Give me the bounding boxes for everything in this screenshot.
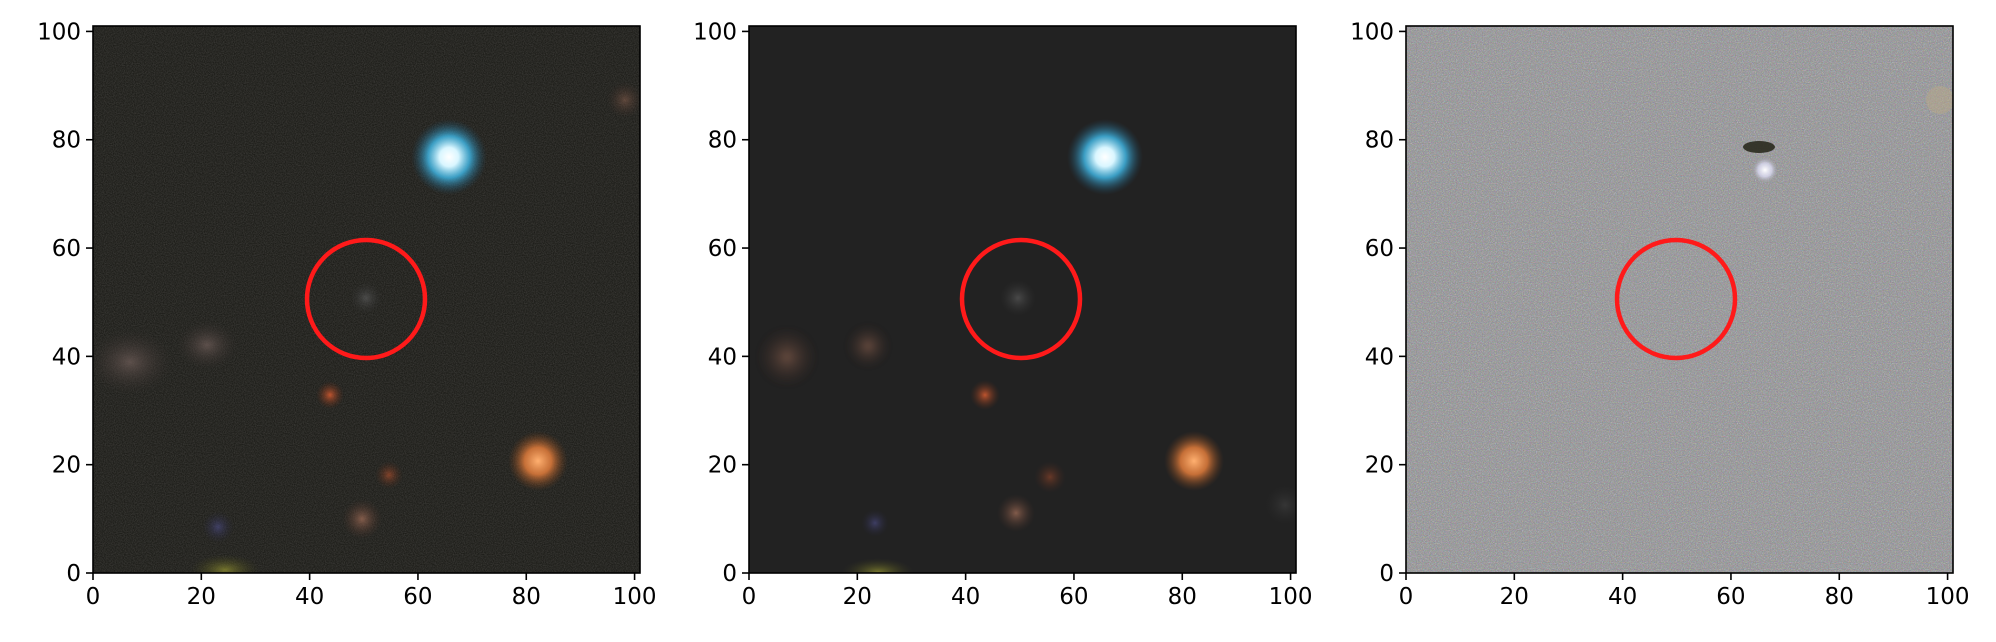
model-image-ytick-label: 80: [708, 128, 737, 154]
yellow-source-bottom: [190, 554, 260, 573]
residual-image-xtick-label: 80: [1825, 584, 1854, 610]
observed-image-ytick-label: 20: [52, 453, 81, 479]
model-image-xtick-label: 80: [1168, 584, 1197, 610]
model-image-ytick-label: 0: [722, 561, 737, 587]
residual-image-frame: [1405, 25, 1954, 574]
observed-image-ytick-label: 0: [66, 561, 81, 587]
model-image-xtick-label: 0: [742, 584, 757, 610]
model-grey-galaxy-left: [757, 327, 817, 387]
observed-image-ytick-label: 100: [37, 19, 81, 45]
model-faint-red-source: [1034, 461, 1066, 493]
model-image-ytick-label: 100: [693, 19, 737, 45]
model-target-marker-circle: [959, 237, 1083, 361]
model-image-ytick-label: 40: [708, 344, 737, 370]
observed-image-frame: [92, 25, 641, 574]
model-image-xtick-label: 40: [951, 584, 980, 610]
residual-image-xtick-label: 40: [1608, 584, 1637, 610]
model-brown-source: [997, 494, 1035, 532]
residual-image-ytick-label: 40: [1365, 344, 1394, 370]
model-blue-source: [861, 509, 889, 537]
residual-target-marker-circle: [1614, 237, 1738, 361]
residual-image-ytick-label: 60: [1365, 236, 1394, 262]
brown-source-bottom: [342, 499, 382, 539]
model-image-ytick-label: 20: [708, 453, 737, 479]
observed-image-xtick-label: 40: [295, 584, 324, 610]
residual-image-xtick-label: 100: [1926, 584, 1970, 610]
residual-bright-spot: [1751, 156, 1779, 184]
axis-ticks: 0 20 40 60 80 100 0 20 40 60 80 100 0 20 40 60 80 100 0 20 4…: [37, 19, 1969, 610]
observed-image-ytick-label: 60: [52, 236, 81, 262]
observed-image-xtick-label: 0: [86, 584, 101, 610]
grey-galaxy-left: [93, 330, 172, 394]
residual-image-xtick-label: 0: [1399, 584, 1414, 610]
grey-galaxy-mid: [177, 321, 237, 369]
orange-star: [508, 431, 568, 491]
residual-corner-source: [1926, 86, 1953, 114]
observed-image-panel: [93, 26, 640, 573]
model-image-xtick-label: 100: [1269, 584, 1313, 610]
model-blue-star: [1067, 119, 1143, 195]
observed-image-xtick-label: 100: [613, 584, 657, 610]
observed-image-xtick-label: 60: [403, 584, 432, 610]
model-image-panel: [749, 26, 1296, 573]
model-grey-galaxy-mid: [846, 324, 890, 368]
residual-image-xtick-label: 20: [1500, 584, 1529, 610]
residual-image-ytick-label: 80: [1365, 128, 1394, 154]
observed-image-xtick-label: 80: [512, 584, 541, 610]
model-corner-source: [1265, 485, 1296, 525]
model-yellow-source: [842, 558, 914, 573]
corner-source: [607, 82, 640, 118]
model-target-galaxy: [1000, 280, 1036, 316]
bright-blue-star: [411, 119, 487, 195]
model-image-xtick-label: 20: [843, 584, 872, 610]
observed-image-xtick-label: 20: [187, 584, 216, 610]
model-image-frame: [748, 25, 1297, 574]
residual-image-xtick-label: 60: [1716, 584, 1745, 610]
residual-dark-artifact: [1743, 141, 1775, 153]
target-galaxy: [350, 282, 382, 314]
blue-faint-source: [202, 511, 234, 543]
faint-red-source: [375, 461, 403, 489]
target-marker-circle: [304, 237, 428, 361]
model-image-xtick-label: 60: [1059, 584, 1088, 610]
model-image-ytick-label: 60: [708, 236, 737, 262]
model-orange-star: [1164, 431, 1224, 491]
observed-image-ytick-label: 80: [52, 128, 81, 154]
residual-image-ytick-label: 20: [1365, 453, 1394, 479]
residual-image-panel: [1406, 26, 1953, 573]
model-small-red-source: [970, 380, 1000, 410]
observed-image-ytick-label: 40: [52, 344, 81, 370]
residual-image-ytick-label: 0: [1379, 561, 1394, 587]
residual-image-ytick-label: 100: [1350, 19, 1394, 45]
small-red-source: [316, 381, 344, 409]
